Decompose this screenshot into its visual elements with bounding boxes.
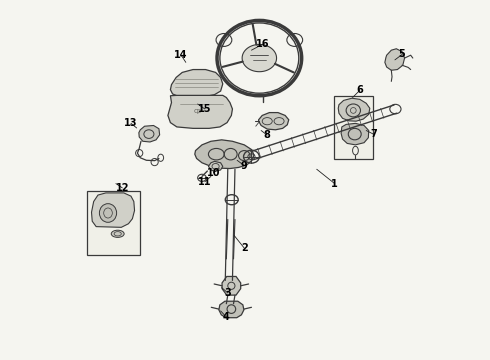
Text: cp: cp [194,108,202,114]
Text: 15: 15 [198,104,212,114]
Ellipse shape [111,230,124,237]
Polygon shape [139,126,160,142]
Polygon shape [208,161,223,171]
Bar [87,191,140,255]
Text: 10: 10 [207,168,220,178]
Polygon shape [385,49,405,70]
Text: 11: 11 [198,177,212,187]
Text: 5: 5 [399,49,405,59]
Bar [334,96,373,159]
Polygon shape [338,98,370,121]
Polygon shape [242,44,276,72]
Polygon shape [171,69,223,96]
Polygon shape [219,301,244,318]
Polygon shape [92,193,135,227]
Text: 2: 2 [241,243,247,253]
Text: 13: 13 [124,118,138,128]
Text: 7: 7 [370,129,377,139]
Ellipse shape [99,204,117,222]
Polygon shape [168,95,232,129]
Polygon shape [195,140,254,168]
Text: 8: 8 [264,130,270,140]
Text: 3: 3 [224,288,231,298]
Text: 12: 12 [116,183,129,193]
Text: 1: 1 [331,179,338,189]
Polygon shape [222,276,241,295]
Polygon shape [341,123,368,145]
Text: 6: 6 [356,85,363,95]
Text: 9: 9 [241,161,247,171]
Text: 14: 14 [174,50,188,60]
Text: 16: 16 [255,40,269,49]
Polygon shape [259,113,289,130]
Text: 4: 4 [223,312,230,322]
